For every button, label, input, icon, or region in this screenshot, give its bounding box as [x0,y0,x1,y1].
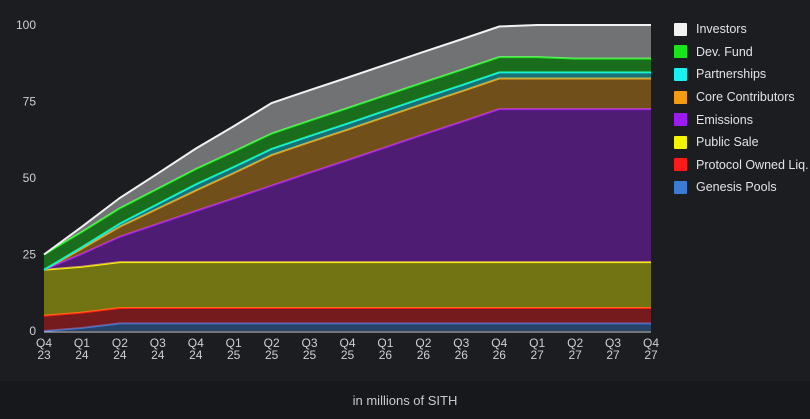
legend-swatch [674,158,687,172]
area-investors [44,25,651,255]
x-tick-label: Q1 25 [226,336,242,362]
legend-swatch [674,90,687,104]
x-tick-label: Q3 26 [453,336,469,362]
area-emissions [44,109,651,270]
legend-label: Partnerships [696,67,767,82]
line-dev-fund [43,56,651,256]
legend-item[interactable]: Dev. Fund [674,41,809,64]
legend-label: Investors [696,22,747,37]
x-tick-label: Q2 26 [415,336,431,362]
line-genesis-pools [43,322,651,332]
x-tick-label: Q1 27 [529,336,545,362]
legend-label: Genesis Pools [696,180,777,195]
legend-item[interactable]: Core Contributors [674,86,809,109]
legend: Investors Dev. Fund Partnerships Core Contr… [674,18,809,199]
y-tick-label: 25 [23,248,37,262]
legend-item[interactable]: Investors [674,18,809,41]
y-tick-label: 0 [29,324,36,338]
legend-swatch [674,180,687,194]
x-tick-label: Q2 24 [112,336,128,362]
y-tick-label: 75 [23,95,37,109]
legend-item[interactable]: Genesis Pools [674,176,809,199]
legend-item[interactable]: Emissions [674,108,809,131]
legend-item[interactable]: Partnerships [674,63,809,86]
legend-label: Protocol Owned Liq. [696,157,809,172]
x-tick-label: Q2 27 [567,336,583,362]
legend-swatch [674,113,687,127]
y-tick-label: 100 [16,18,36,32]
stacked-area-chart: 0 25 50 75 100 Q4 23 Q1 24 Q2 24 Q3 24 Q4 24 Q1 25 Q2 25 Q3… [16,18,659,362]
legend-swatch [674,67,687,81]
legend-label: Core Contributors [696,90,795,105]
line-investors [43,24,651,256]
legend-item[interactable]: Protocol Owned Liq. [674,154,809,177]
line-core-contributors [43,77,651,271]
legend-swatch [674,45,687,59]
x-axis-caption: in millions of SITH [0,381,810,419]
x-tick-label: Q4 24 [188,336,204,362]
legend-swatch [674,22,687,36]
line-partnerships [43,71,651,271]
x-tick-label: Q3 25 [302,336,318,362]
x-tick-label: Q4 25 [339,336,355,362]
y-tick-label: 50 [23,171,37,185]
legend-label: Emissions [696,112,753,127]
x-tick-label: Q2 25 [264,336,280,362]
x-tick-label: Q3 27 [605,336,621,362]
line-protocol-owned-liq- [43,307,651,317]
legend-label: Public Sale [696,135,759,150]
x-tick-label: Q4 27 [643,336,659,362]
legend-item[interactable]: Public Sale [674,131,809,154]
line-public-sale [43,261,651,271]
x-tick-label: Q4 26 [491,336,507,362]
x-tick-label: Q3 24 [150,336,166,362]
x-tick-label: Q4 23 [36,336,52,362]
x-tick-label: Q1 24 [74,336,90,362]
area-protocol-owned-liq- [44,308,651,331]
area-public-sale [44,262,651,316]
legend-swatch [674,135,687,149]
area-core-contributors [44,78,651,270]
line-emissions [43,108,651,271]
x-tick-label: Q1 26 [377,336,393,362]
area-genesis-pools [44,323,651,331]
legend-label: Dev. Fund [696,44,753,59]
